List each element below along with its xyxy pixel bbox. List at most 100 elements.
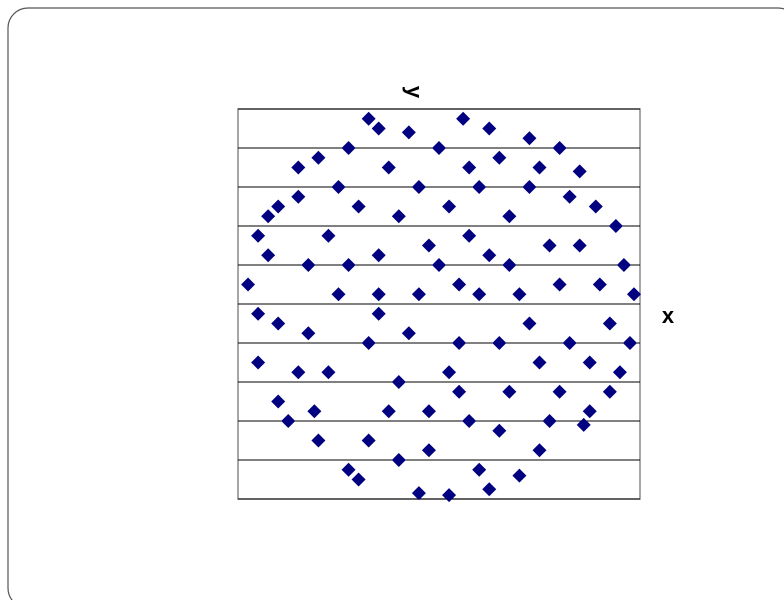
point <box>472 180 487 194</box>
point <box>522 131 537 146</box>
point <box>432 141 446 155</box>
point <box>411 180 426 194</box>
point <box>261 248 276 263</box>
point <box>321 228 336 243</box>
point <box>452 336 467 350</box>
point <box>456 111 471 126</box>
point <box>301 326 316 341</box>
point <box>361 336 376 350</box>
point <box>251 355 266 370</box>
point <box>522 316 537 331</box>
point <box>532 160 547 175</box>
point <box>351 472 366 487</box>
point <box>371 287 386 302</box>
point <box>371 306 386 321</box>
point <box>492 423 507 438</box>
point <box>552 384 567 399</box>
point <box>572 238 587 253</box>
point <box>532 443 547 458</box>
point <box>492 150 507 165</box>
point <box>391 453 406 467</box>
point <box>381 404 396 419</box>
point <box>562 189 577 204</box>
point <box>552 141 567 155</box>
point <box>602 384 617 399</box>
point <box>442 365 457 380</box>
point <box>582 404 597 419</box>
point <box>442 199 457 214</box>
point <box>371 121 386 136</box>
point <box>271 199 286 214</box>
point <box>482 482 497 497</box>
point <box>271 316 286 331</box>
point <box>261 209 276 224</box>
point <box>381 160 396 175</box>
point <box>462 228 477 243</box>
point <box>452 384 467 399</box>
point <box>522 180 537 194</box>
point <box>391 209 406 224</box>
point <box>532 355 547 370</box>
point <box>482 248 497 263</box>
point <box>301 258 316 272</box>
point <box>482 121 497 136</box>
point <box>311 150 326 165</box>
point <box>331 180 346 194</box>
point <box>401 125 416 140</box>
point <box>612 365 627 380</box>
point <box>492 336 507 350</box>
point <box>307 404 322 419</box>
point <box>452 277 467 292</box>
point <box>626 287 641 302</box>
y-axis-label: y <box>402 86 427 99</box>
point <box>562 336 577 350</box>
point <box>421 238 436 253</box>
point <box>552 277 567 292</box>
point <box>351 199 366 214</box>
point <box>432 258 446 272</box>
point <box>442 488 457 503</box>
point <box>291 160 306 175</box>
point <box>502 384 517 399</box>
point <box>472 462 487 477</box>
point <box>251 228 266 243</box>
point <box>271 394 286 409</box>
point <box>421 404 436 419</box>
x-axis-label: x <box>662 303 675 328</box>
point <box>391 375 406 389</box>
point <box>361 433 376 448</box>
point <box>602 316 617 331</box>
point <box>321 365 336 380</box>
point <box>411 287 426 302</box>
point <box>361 111 376 126</box>
point <box>341 141 356 155</box>
point <box>421 443 436 458</box>
point <box>291 365 306 380</box>
point <box>512 468 527 483</box>
point <box>542 238 557 253</box>
point <box>371 248 386 263</box>
point <box>341 258 356 272</box>
point <box>341 462 356 477</box>
point <box>401 326 416 341</box>
point <box>588 199 603 214</box>
point <box>572 164 587 179</box>
point <box>576 417 591 432</box>
point <box>331 287 346 302</box>
point <box>462 414 477 428</box>
point <box>622 336 637 350</box>
point <box>582 355 597 370</box>
point <box>311 433 326 448</box>
point <box>512 287 527 302</box>
point <box>472 287 487 302</box>
point <box>592 277 607 292</box>
point <box>616 258 631 272</box>
point <box>281 414 296 428</box>
point <box>241 277 256 292</box>
point <box>502 258 517 272</box>
point <box>251 306 266 321</box>
point <box>411 486 426 501</box>
point <box>462 160 477 175</box>
point <box>291 189 306 204</box>
